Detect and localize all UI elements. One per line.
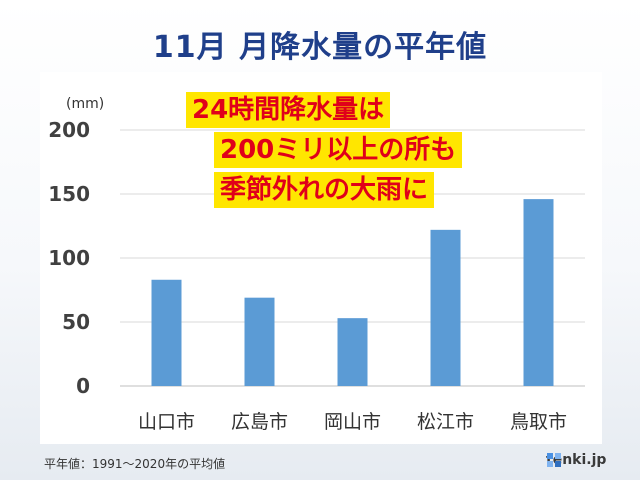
category-label-3: 岡山市: [324, 411, 381, 433]
normal-period-note: 平年値：1991〜2020年の平均値: [44, 457, 226, 471]
category-label-1: 山口市: [138, 411, 195, 433]
bar-4: [430, 229, 461, 386]
callout-line-3: 季節外れの大雨に: [214, 172, 435, 208]
y-unit-label: (mm): [66, 96, 104, 112]
y-tick-label-0: 0: [76, 374, 90, 398]
rainfall-callout: 24時間降水量は 200ミリ以上の所も 季節外れの大雨に: [176, 92, 536, 212]
bar-1: [151, 279, 182, 386]
y-tick-label-150: 150: [48, 182, 90, 206]
category-label-4: 松江市: [417, 411, 474, 433]
tenki-logo-icon: [547, 453, 561, 467]
callout-line-1: 24時間降水量は: [186, 92, 391, 128]
y-tick-label-100: 100: [48, 246, 90, 270]
tenki-logo-text: tenki.jp: [546, 452, 607, 468]
bar-3: [337, 318, 368, 386]
tenki-logo[interactable]: tenki.jp: [546, 452, 606, 468]
bar-2: [244, 297, 275, 386]
category-label-2: 広島市: [231, 411, 288, 433]
bar-5: [523, 199, 554, 386]
callout-line-2: 200ミリ以上の所も: [214, 132, 463, 168]
category-label-5: 鳥取市: [510, 411, 567, 433]
y-tick-label-200: 200: [48, 118, 90, 142]
chart-title: 11月 月降水量の平年値: [152, 30, 488, 65]
y-tick-label-50: 50: [62, 310, 90, 334]
